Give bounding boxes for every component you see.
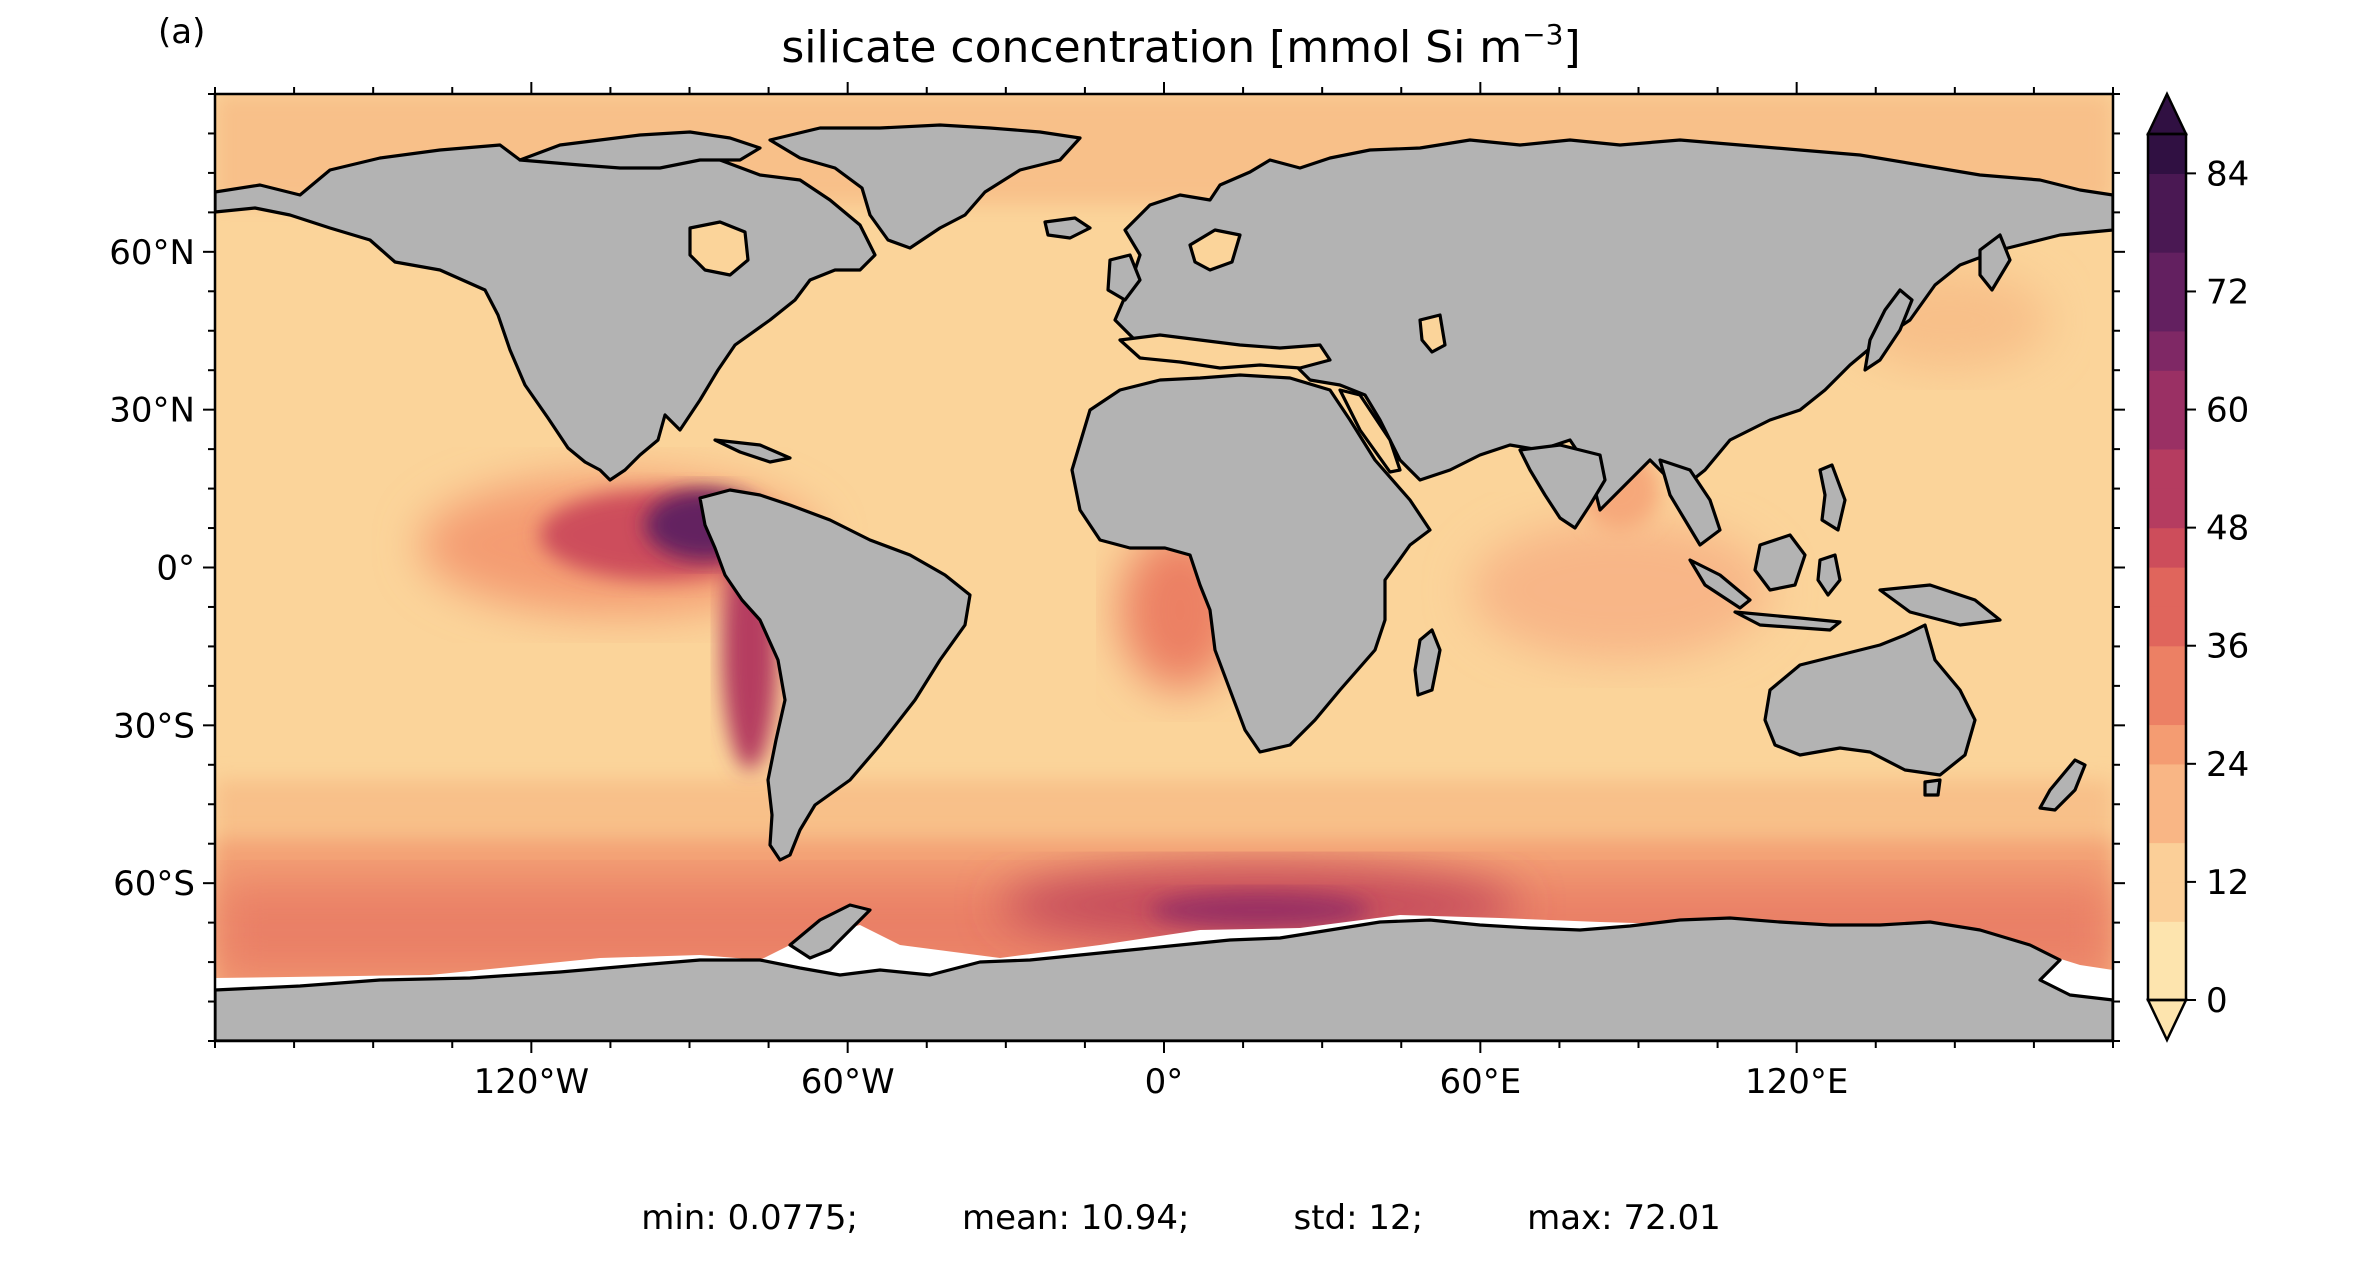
- land-british-isles: [1106, 253, 1142, 302]
- x-tick-label: 60°W: [801, 1062, 895, 1102]
- panel-label: (a): [158, 12, 206, 52]
- land-new-zealand: [2038, 758, 2087, 812]
- land-cuba: [713, 438, 792, 464]
- colorbar-tick-label: 84: [2206, 154, 2249, 194]
- land-antarctic-peninsula: [788, 903, 872, 960]
- y-tick-label: 30°N: [109, 391, 195, 431]
- colorbar-tick-label: 48: [2206, 509, 2249, 549]
- stat-max: max: 72.01: [1527, 1198, 1721, 1238]
- map-title: silicate concentration [mmol Si m−3]: [781, 18, 1581, 73]
- y-tick-label: 60°N: [109, 233, 195, 273]
- colorbar-band: [2148, 685, 2186, 726]
- colorbar-band: [2148, 488, 2186, 529]
- land-sulawesi: [1816, 553, 1842, 597]
- colorbar-tick-label: 72: [2206, 272, 2249, 312]
- x-tick-label: 120°E: [1745, 1062, 1848, 1102]
- colorbar-band: [2148, 567, 2186, 607]
- colorbar-tick-label: 0: [2206, 981, 2228, 1021]
- stats-line: min: 0.0775; mean: 10.94; std: 12; max: 72.…: [0, 1198, 2362, 1238]
- land-indochina: [1658, 458, 1722, 547]
- colorbar-band: [2148, 645, 2186, 686]
- hudson-bay: [688, 220, 750, 277]
- red-sea: [1338, 388, 1402, 474]
- land-south-america: [698, 488, 972, 862]
- baltic-sea: [1188, 228, 1242, 272]
- x-tick-label: 0°: [1145, 1062, 1184, 1102]
- land-africa: [1070, 373, 1432, 754]
- y-tick-label: 30°S: [113, 706, 195, 746]
- land-java: [1733, 610, 1842, 632]
- colorbar-band: [2148, 291, 2186, 332]
- colorbar-band: [2148, 921, 2186, 962]
- colorbar-band: [2148, 448, 2186, 489]
- colorbar-band: [2148, 212, 2186, 253]
- colorbar-band: [2148, 252, 2186, 293]
- colorbar-tick-label: 36: [2206, 627, 2249, 667]
- colorbar-ticks: 0 12 24 36 48 60 72 84: [2186, 154, 2249, 1021]
- colorbar-band: [2148, 724, 2186, 765]
- colorbar-band: [2148, 409, 2186, 450]
- axis-ticks: 120°W 60°W 0° 60°E 120°E 60°N 30°N 0° 30°S 60°S: [109, 82, 2125, 1102]
- land-iceland: [1043, 216, 1092, 240]
- colorbar-band: [2148, 606, 2186, 647]
- stat-mean: mean: 10.94;: [962, 1198, 1190, 1238]
- y-tick-label: 0°: [156, 549, 195, 589]
- colorbar-band: [2148, 881, 2186, 922]
- colorbar-band: [2148, 134, 2186, 174]
- colorbar-band: [2148, 960, 2186, 1001]
- land-madagascar: [1413, 628, 1442, 697]
- map-area: [215, 94, 2113, 1041]
- colorbar-band: [2148, 763, 2186, 804]
- stat-std: std: 12;: [1293, 1198, 1424, 1238]
- colorbar-levels: [2148, 134, 2186, 1001]
- land-japan: [1863, 288, 1914, 372]
- land-tasmania: [1923, 778, 1942, 797]
- y-tick-label: 60°S: [113, 864, 195, 904]
- colorbar-band: [2148, 527, 2186, 568]
- colorbar-band: [2148, 173, 2186, 214]
- colorbar-tick-label: 60: [2206, 391, 2249, 431]
- colorbar-band: [2148, 842, 2186, 883]
- colorbar-frame: [2146, 132, 2188, 1002]
- land-eurasia: [1113, 138, 2113, 512]
- land-borneo: [1753, 533, 1807, 592]
- land-greenland: [768, 123, 1082, 250]
- land: [215, 123, 2113, 1041]
- caspian-sea: [1418, 313, 1447, 354]
- colorbar-tick-label: 12: [2206, 863, 2249, 903]
- land-australia: [1763, 623, 1977, 777]
- land-philippines: [1818, 463, 1847, 532]
- southern-ocean-max-core: [1150, 892, 1370, 928]
- x-tick-label: 60°E: [1439, 1062, 1521, 1102]
- land-antarctica: [215, 916, 2113, 1041]
- land-new-guinea: [1878, 583, 2002, 627]
- indian-ocean-field: [1470, 520, 1770, 660]
- colorbar: 0 12 24 36 48 60 72 84: [2146, 91, 2249, 1043]
- colorbar-extend-min-arrow: [2146, 998, 2188, 1043]
- colorbar-band: [2148, 370, 2186, 411]
- land-sumatra: [1688, 558, 1752, 610]
- colorbar-band: [2148, 330, 2186, 371]
- land-kamchatka: [1978, 233, 2012, 292]
- land-arctic-islands: [518, 130, 762, 170]
- x-tick-label: 120°W: [474, 1062, 590, 1102]
- stat-min: min: 0.0775;: [641, 1198, 859, 1238]
- colorbar-extend-max-arrow: [2146, 91, 2188, 136]
- mediterranean-sea: [1118, 333, 1332, 370]
- colorbar-band: [2148, 803, 2186, 844]
- land-india: [1518, 443, 1607, 530]
- colorbar-tick-label: 24: [2206, 745, 2249, 785]
